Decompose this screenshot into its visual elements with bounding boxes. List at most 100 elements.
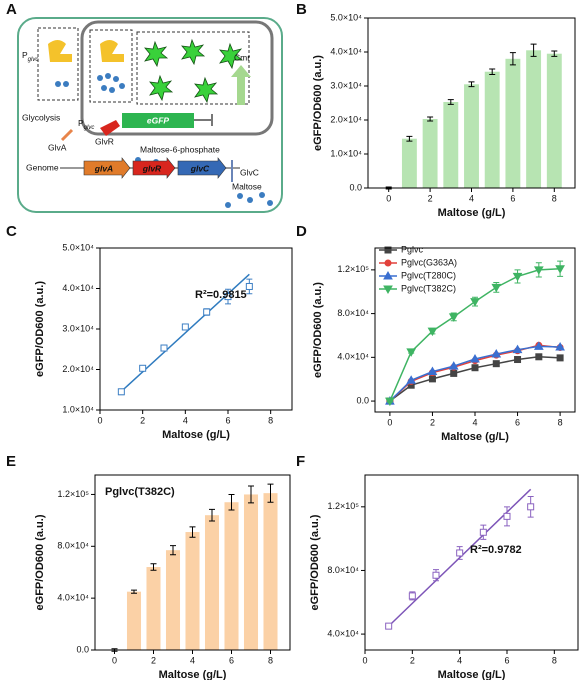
error-bar (248, 485, 254, 504)
marker (492, 360, 500, 368)
x-tick-label: 6 (225, 415, 230, 425)
y-axis-title: eGFP/OD600 (a.u.) (312, 282, 324, 378)
marker (533, 266, 544, 275)
y-tick-label: 5.0×10⁴ (62, 242, 94, 252)
marker (117, 388, 125, 396)
bar (263, 493, 278, 650)
x-tick-label: 0 (386, 193, 391, 203)
bar (505, 58, 521, 188)
shape (101, 85, 107, 91)
series-line (389, 344, 561, 402)
glvr-label: GlvR (95, 136, 114, 146)
marker (139, 364, 147, 372)
text: glvc (28, 57, 39, 63)
shape (181, 38, 206, 66)
error-bar (131, 589, 137, 594)
marker (471, 364, 479, 372)
y-tick-label: 4.0×10⁴ (337, 352, 369, 362)
x-tick-label: 8 (552, 193, 557, 203)
marker (203, 308, 211, 316)
bar (422, 118, 438, 188)
marker (535, 353, 543, 361)
marker (456, 549, 464, 557)
marker (428, 375, 436, 383)
y-tick-label: 1.2×10⁵ (327, 501, 359, 511)
marker (533, 341, 544, 350)
chart: D 0.0 4.0×10⁴ 8.0×10⁴ 1.2×10⁵ 0 2 4 6 8 Maltose (g… (296, 223, 576, 443)
egfp-stars (144, 38, 244, 104)
panel-label: C (6, 223, 17, 240)
y-tick-label: 4.0×10⁴ (327, 628, 359, 638)
marker (427, 327, 438, 337)
marker (408, 592, 416, 600)
shape (219, 42, 244, 70)
x-tick-label: 6 (504, 655, 509, 665)
legend-label: Pglvc(T280C) (401, 270, 456, 280)
marker (527, 503, 535, 511)
marker (491, 283, 502, 293)
legend-label: Pglvc(T382C) (401, 283, 456, 293)
marker (385, 397, 395, 407)
x-tick-label: 8 (268, 655, 273, 665)
annotation: Pglvc(T382C) (105, 486, 175, 498)
genome-label: Genome (26, 162, 59, 172)
y-tick-label: 1.0×10⁴ (62, 404, 94, 414)
x-tick-label: 4 (457, 655, 462, 665)
bar (526, 50, 542, 188)
gene-label: glvR (142, 163, 162, 173)
axes-frame (99, 247, 293, 411)
error-bar (406, 135, 413, 142)
shape (194, 76, 219, 104)
marker (224, 293, 232, 301)
error-bar (209, 508, 215, 522)
bar (401, 138, 417, 188)
shape (149, 74, 174, 102)
y-tick-label: 3.0×10⁴ (62, 323, 94, 333)
error-bar (489, 68, 496, 75)
annotation: R²=0.9815 (195, 289, 247, 301)
marker (470, 353, 480, 363)
panel-label: B (296, 1, 307, 18)
legend-label: Pglvc(G363A) (401, 257, 457, 267)
x-tick-label: 4 (469, 193, 474, 203)
glycolysis-label: Glycolysis (22, 112, 60, 122)
x-tick-label: 0 (112, 655, 117, 665)
y-tick-label: 0.0 (356, 395, 369, 405)
x-tick-label: 4 (190, 655, 195, 665)
marker (470, 298, 480, 307)
legend-marker (384, 259, 392, 267)
shape (105, 73, 111, 79)
plot-area (385, 260, 565, 407)
y-tick-label: 1.2×10⁵ (337, 264, 369, 274)
plot-area (117, 273, 253, 396)
glva-label: GlvA (48, 142, 67, 152)
glvr-icon (100, 120, 120, 136)
egfp-label: eGFP (147, 115, 170, 125)
marker (555, 341, 565, 351)
marker (432, 571, 440, 579)
marker (385, 622, 393, 630)
shape (55, 81, 61, 87)
legend-marker (383, 270, 393, 280)
diagram: A eGFP Cmr Pglvc Glycolysis GlvA Pglvc (6, 1, 283, 213)
glvc-label: GlvC (240, 167, 259, 177)
error-bar (447, 99, 454, 105)
regulator-icon (100, 40, 124, 62)
dashed-box (37, 27, 79, 101)
shape (113, 76, 119, 82)
plot-area (111, 483, 278, 652)
x-tick-label: 8 (552, 655, 557, 665)
x-tick-label: 6 (229, 655, 234, 665)
y-axis-title: eGFP/OD600 (a.u.) (34, 281, 46, 377)
y-tick-label: 8.0×10⁴ (57, 541, 89, 551)
axes-frame (364, 474, 579, 651)
x-tick-label: 0 (362, 655, 367, 665)
gene-arrow (177, 157, 227, 179)
shape (119, 83, 125, 89)
axes-frame (374, 247, 576, 413)
x-tick-label: 6 (510, 193, 515, 203)
marker (503, 512, 511, 520)
